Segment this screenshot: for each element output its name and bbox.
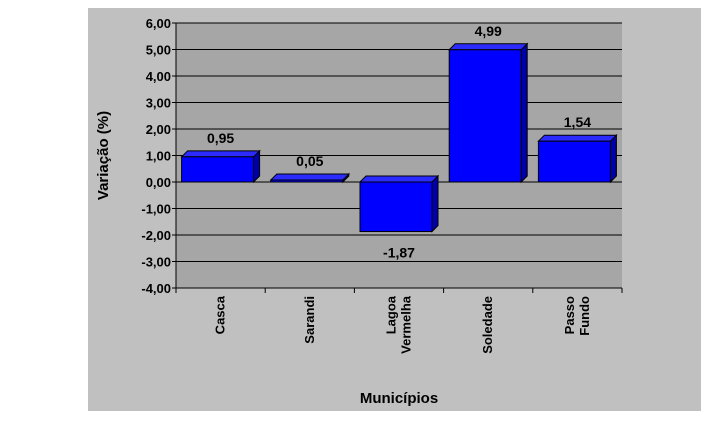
y-tick-label: -4,00 bbox=[141, 281, 171, 296]
y-tick-label: 3,00 bbox=[146, 96, 171, 111]
x-category-label: Vermelha bbox=[399, 295, 414, 354]
bar bbox=[447, 42, 529, 184]
y-tick-label: 1,00 bbox=[146, 149, 171, 164]
bar-side bbox=[609, 133, 617, 184]
y-tick-label: 4,00 bbox=[146, 69, 171, 84]
y-tick-label: -3,00 bbox=[141, 255, 171, 270]
data-label: 1,54 bbox=[564, 114, 591, 130]
y-tick-label: 2,00 bbox=[146, 122, 171, 137]
y-tick-label: 5,00 bbox=[146, 43, 171, 58]
bar-front bbox=[537, 140, 611, 183]
y-tick-label: 6,00 bbox=[146, 16, 171, 31]
bar-top bbox=[358, 175, 440, 183]
bar-top bbox=[180, 150, 261, 158]
bar bbox=[537, 133, 618, 184]
bar-front bbox=[181, 156, 255, 183]
bar-side bbox=[520, 42, 528, 184]
data-label: 4,99 bbox=[475, 23, 502, 39]
x-axis-title: Municípios bbox=[360, 390, 438, 407]
x-category-label: Lagoa bbox=[384, 295, 399, 334]
bar-front bbox=[448, 49, 522, 183]
y-axis-title: Variação (%) bbox=[95, 111, 112, 200]
x-category-label: Casca bbox=[213, 295, 228, 334]
data-label: 0,05 bbox=[296, 153, 323, 169]
y-tick-label: -2,00 bbox=[141, 228, 171, 243]
y-tick-label: -1,00 bbox=[141, 202, 171, 217]
data-label: 0,95 bbox=[207, 130, 234, 146]
bar bbox=[358, 174, 440, 233]
bar-side bbox=[431, 174, 439, 233]
bar bbox=[180, 149, 261, 184]
x-category-label: Sarandi bbox=[302, 296, 317, 344]
bar bbox=[269, 172, 351, 184]
bar-front bbox=[270, 179, 344, 183]
data-label: -1,87 bbox=[383, 245, 415, 261]
x-category-label: Passo bbox=[562, 296, 577, 334]
bar-front bbox=[359, 181, 433, 233]
bar-top bbox=[447, 43, 529, 51]
y-tick-label: 0,00 bbox=[146, 175, 171, 190]
x-category-label: Fundo bbox=[577, 296, 592, 336]
bar-top bbox=[537, 134, 618, 142]
x-category-label: Soledade bbox=[480, 296, 495, 354]
bar-top bbox=[269, 173, 351, 181]
